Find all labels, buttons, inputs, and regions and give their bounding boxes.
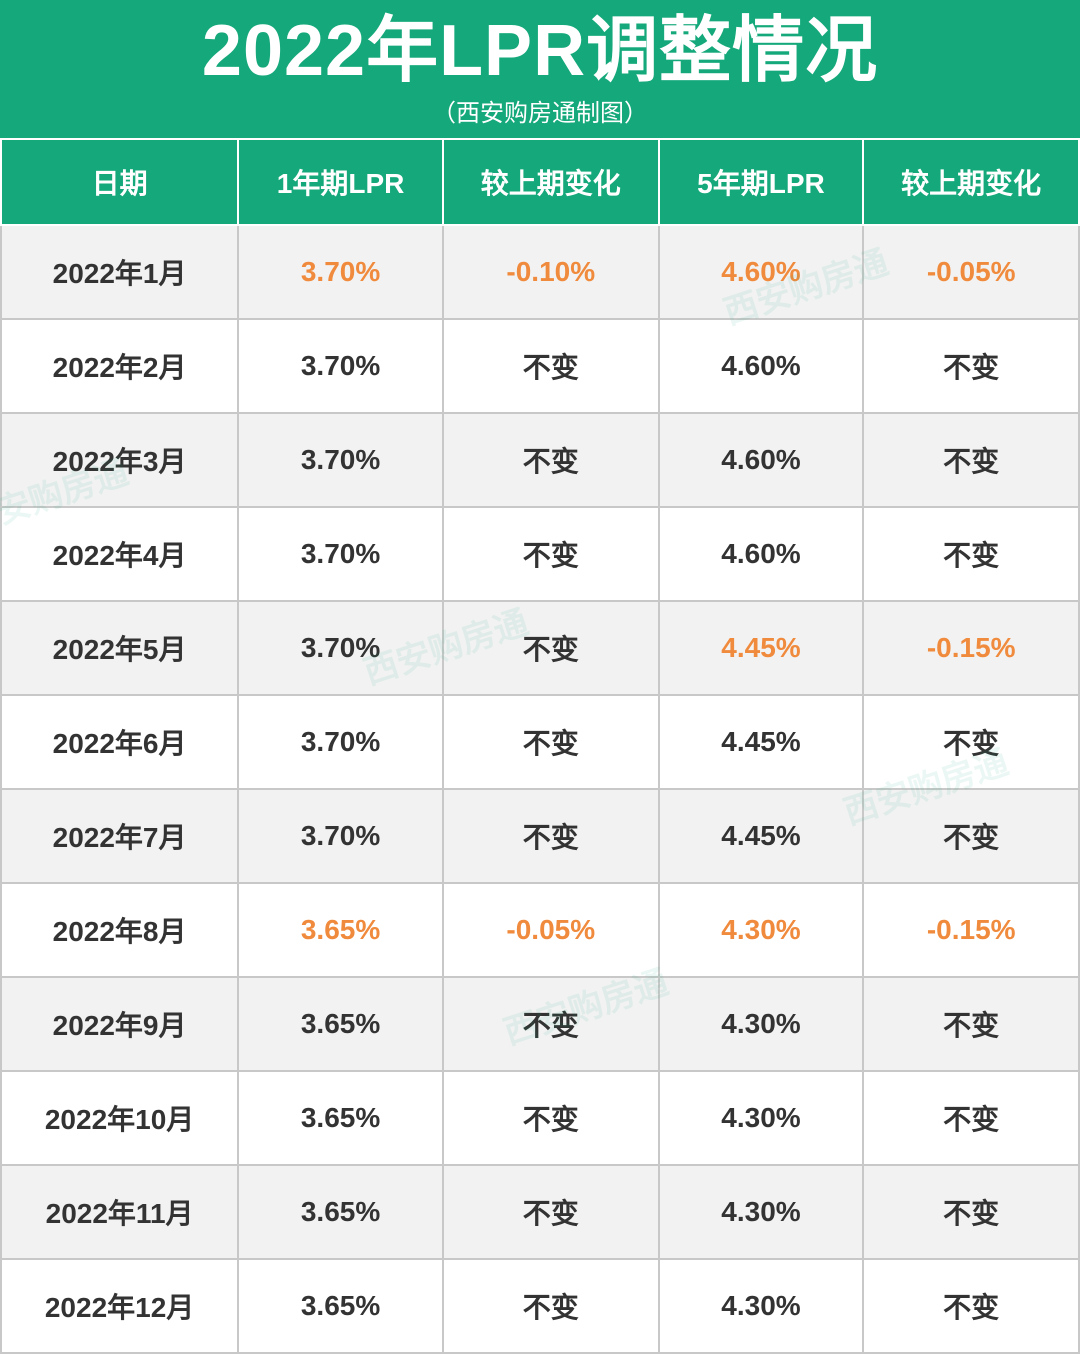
value-cell: -0.05% xyxy=(863,225,1079,319)
value-cell: 4.60% xyxy=(659,319,864,413)
value-cell: 3.65% xyxy=(238,977,443,1071)
main-title: 2022年LPR调整情况 xyxy=(0,12,1080,91)
column-header: 日期 xyxy=(1,139,238,225)
date-cell: 2022年1月 xyxy=(1,225,238,319)
date-cell: 2022年2月 xyxy=(1,319,238,413)
value-cell: 4.30% xyxy=(659,883,864,977)
table-row: 2022年8月3.65%-0.05%4.30%-0.15% xyxy=(1,883,1079,977)
value-cell: 3.65% xyxy=(238,1071,443,1165)
value-cell: 不变 xyxy=(863,507,1079,601)
table-row: 2022年2月3.70%不变4.60%不变 xyxy=(1,319,1079,413)
value-cell: -0.15% xyxy=(863,883,1079,977)
value-cell: 3.70% xyxy=(238,507,443,601)
table-row: 2022年9月3.65%不变4.30%不变 xyxy=(1,977,1079,1071)
column-header-row: 日期1年期LPR较上期变化5年期LPR较上期变化 xyxy=(1,139,1079,225)
value-cell: 不变 xyxy=(443,977,659,1071)
value-cell: 不变 xyxy=(443,1071,659,1165)
subtitle: （西安购房通制图） xyxy=(0,93,1080,128)
value-cell: 不变 xyxy=(443,789,659,883)
date-cell: 2022年5月 xyxy=(1,601,238,695)
table-row: 2022年11月3.65%不变4.30%不变 xyxy=(1,1165,1079,1259)
date-cell: 2022年11月 xyxy=(1,1165,238,1259)
table-row: 2022年10月3.65%不变4.30%不变 xyxy=(1,1071,1079,1165)
value-cell: 4.60% xyxy=(659,413,864,507)
value-cell: 4.30% xyxy=(659,977,864,1071)
date-cell: 2022年3月 xyxy=(1,413,238,507)
value-cell: 不变 xyxy=(443,1165,659,1259)
value-cell: 不变 xyxy=(443,1259,659,1353)
column-header: 较上期变化 xyxy=(863,139,1079,225)
value-cell: 3.65% xyxy=(238,1165,443,1259)
value-cell: 不变 xyxy=(863,789,1079,883)
table-header: 2022年LPR调整情况 （西安购房通制图） xyxy=(0,0,1080,138)
value-cell: 不变 xyxy=(863,1259,1079,1353)
table-body: 2022年1月3.70%-0.10%4.60%-0.05%2022年2月3.70… xyxy=(1,225,1079,1353)
column-header: 1年期LPR xyxy=(238,139,443,225)
value-cell: 不变 xyxy=(863,1165,1079,1259)
date-cell: 2022年9月 xyxy=(1,977,238,1071)
value-cell: 不变 xyxy=(443,319,659,413)
value-cell: 3.65% xyxy=(238,883,443,977)
value-cell: 3.65% xyxy=(238,1259,443,1353)
table-row: 2022年5月3.70%不变4.45%-0.15% xyxy=(1,601,1079,695)
value-cell: 不变 xyxy=(443,601,659,695)
date-cell: 2022年12月 xyxy=(1,1259,238,1353)
value-cell: -0.10% xyxy=(443,225,659,319)
value-cell: 4.60% xyxy=(659,225,864,319)
value-cell: 3.70% xyxy=(238,695,443,789)
table-row: 2022年7月3.70%不变4.45%不变 xyxy=(1,789,1079,883)
value-cell: 4.30% xyxy=(659,1165,864,1259)
date-cell: 2022年7月 xyxy=(1,789,238,883)
value-cell: 不变 xyxy=(443,413,659,507)
value-cell: 4.45% xyxy=(659,695,864,789)
value-cell: 4.30% xyxy=(659,1259,864,1353)
date-cell: 2022年6月 xyxy=(1,695,238,789)
value-cell: 4.60% xyxy=(659,507,864,601)
value-cell: 不变 xyxy=(863,413,1079,507)
value-cell: 4.45% xyxy=(659,789,864,883)
value-cell: 不变 xyxy=(863,977,1079,1071)
value-cell: 3.70% xyxy=(238,319,443,413)
lpr-table-container: 2022年LPR调整情况 （西安购房通制图） 日期1年期LPR较上期变化5年期L… xyxy=(0,0,1080,1354)
table-row: 2022年4月3.70%不变4.60%不变 xyxy=(1,507,1079,601)
date-cell: 2022年8月 xyxy=(1,883,238,977)
value-cell: 不变 xyxy=(443,507,659,601)
table-row: 2022年12月3.65%不变4.30%不变 xyxy=(1,1259,1079,1353)
date-cell: 2022年10月 xyxy=(1,1071,238,1165)
value-cell: -0.15% xyxy=(863,601,1079,695)
table-row: 2022年1月3.70%-0.10%4.60%-0.05% xyxy=(1,225,1079,319)
table-row: 2022年3月3.70%不变4.60%不变 xyxy=(1,413,1079,507)
value-cell: -0.05% xyxy=(443,883,659,977)
column-header: 较上期变化 xyxy=(443,139,659,225)
value-cell: 3.70% xyxy=(238,601,443,695)
value-cell: 3.70% xyxy=(238,225,443,319)
value-cell: 不变 xyxy=(863,319,1079,413)
value-cell: 3.70% xyxy=(238,789,443,883)
value-cell: 不变 xyxy=(863,695,1079,789)
value-cell: 4.45% xyxy=(659,601,864,695)
column-header: 5年期LPR xyxy=(659,139,864,225)
lpr-data-table: 日期1年期LPR较上期变化5年期LPR较上期变化 2022年1月3.70%-0.… xyxy=(0,138,1080,1354)
table-row: 2022年6月3.70%不变4.45%不变 xyxy=(1,695,1079,789)
value-cell: 3.70% xyxy=(238,413,443,507)
value-cell: 不变 xyxy=(863,1071,1079,1165)
value-cell: 不变 xyxy=(443,695,659,789)
date-cell: 2022年4月 xyxy=(1,507,238,601)
value-cell: 4.30% xyxy=(659,1071,864,1165)
